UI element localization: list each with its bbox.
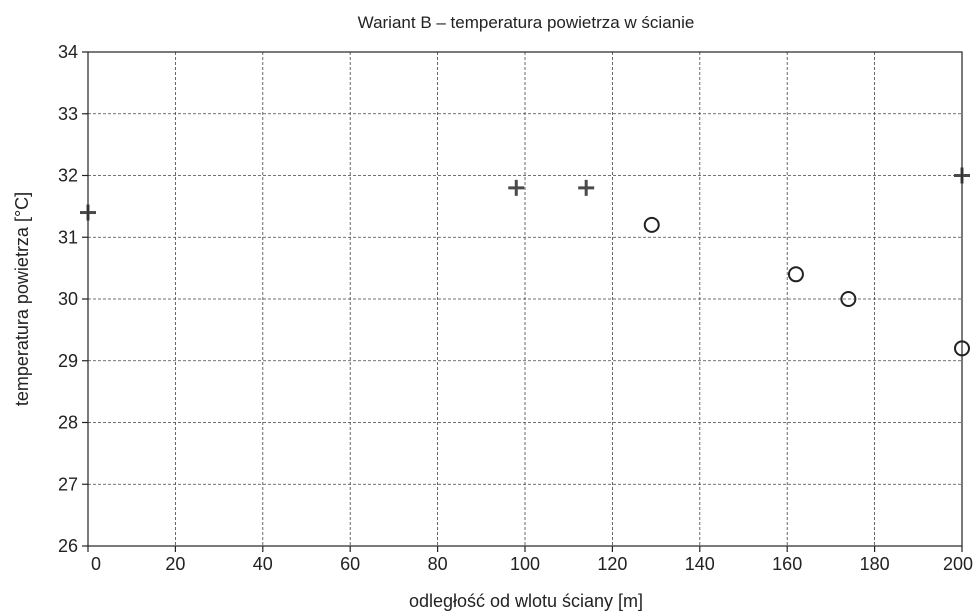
x-tick-label: 160 [772,554,802,574]
y-axis-title: temperatura powietrza [°C] [12,192,32,406]
x-axis-title: odległość od wlotu ściany [m] [409,591,643,611]
y-tick-label: 28 [58,413,78,433]
y-tick-label: 32 [58,166,78,186]
x-tick-label: 0 [91,554,101,574]
circle-marker [643,216,660,233]
y-tick-label: 29 [58,351,78,371]
x-tick-label: 100 [510,554,540,574]
x-tick-label: 120 [597,554,627,574]
y-tick-label: 34 [58,42,78,62]
axis-ticks: 0 20 40 60 80 100 120 140 160 180 200 26 27 28 29 30 31 3… [58,42,973,574]
y-tick-label: 30 [58,289,78,309]
x-tick-label: 20 [165,554,185,574]
x-tick-label: 140 [685,554,715,574]
y-tick-label: 31 [58,227,78,247]
circle-marker [787,266,804,283]
chart-title: Wariant B – temperatura powietrza w ścia… [358,13,695,32]
y-tick-label: 27 [58,474,78,494]
x-tick-label: 200 [943,554,973,574]
plus-marker [578,179,595,196]
x-tick-label: 40 [253,554,273,574]
plot-frame [87,51,963,547]
y-tick-label: 26 [58,536,78,556]
circle-marker [840,291,857,307]
grid [88,52,962,546]
plus-marker [508,179,525,196]
x-tick-label: 80 [428,554,448,574]
x-tick-label: 180 [860,554,890,574]
x-tick-label: 60 [340,554,360,574]
y-tick-label: 33 [58,104,78,124]
